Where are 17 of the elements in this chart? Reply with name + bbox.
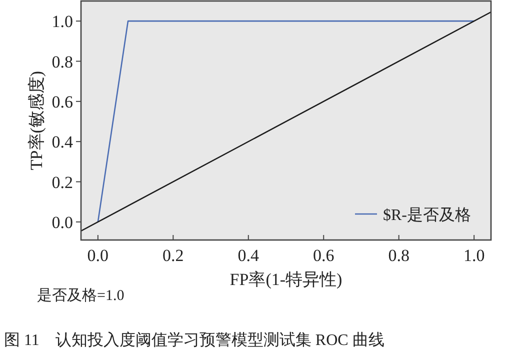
x-tick-label: 1.0 bbox=[463, 246, 485, 265]
y-tick-label: 1.0 bbox=[52, 12, 73, 32]
y-axis-title: TP率(敏感度) bbox=[27, 70, 46, 170]
x-tick-label: 0.6 bbox=[312, 246, 334, 265]
y-tick-label: 0.8 bbox=[52, 52, 73, 72]
x-tick-label: 0.0 bbox=[87, 246, 109, 265]
x-tick-label: 0.4 bbox=[238, 246, 260, 265]
text: 是否及格=1.0 bbox=[37, 287, 124, 304]
x-tick-label: 0.8 bbox=[388, 246, 410, 265]
y-tick-label: 0.0 bbox=[52, 212, 73, 232]
legend-label: $R-是否及格 bbox=[383, 207, 471, 224]
y-tick-label: 0.6 bbox=[52, 92, 73, 112]
caption: 图 11 认知投入度阈值学习预警模型测试集 ROC 曲线 bbox=[4, 331, 384, 349]
x-axis-title: FP率(1-特异性) bbox=[230, 270, 342, 289]
y-tick-label: 0.2 bbox=[52, 172, 73, 192]
x-tick-label: 0.2 bbox=[162, 246, 184, 265]
y-tick-label: 0.4 bbox=[52, 132, 74, 152]
